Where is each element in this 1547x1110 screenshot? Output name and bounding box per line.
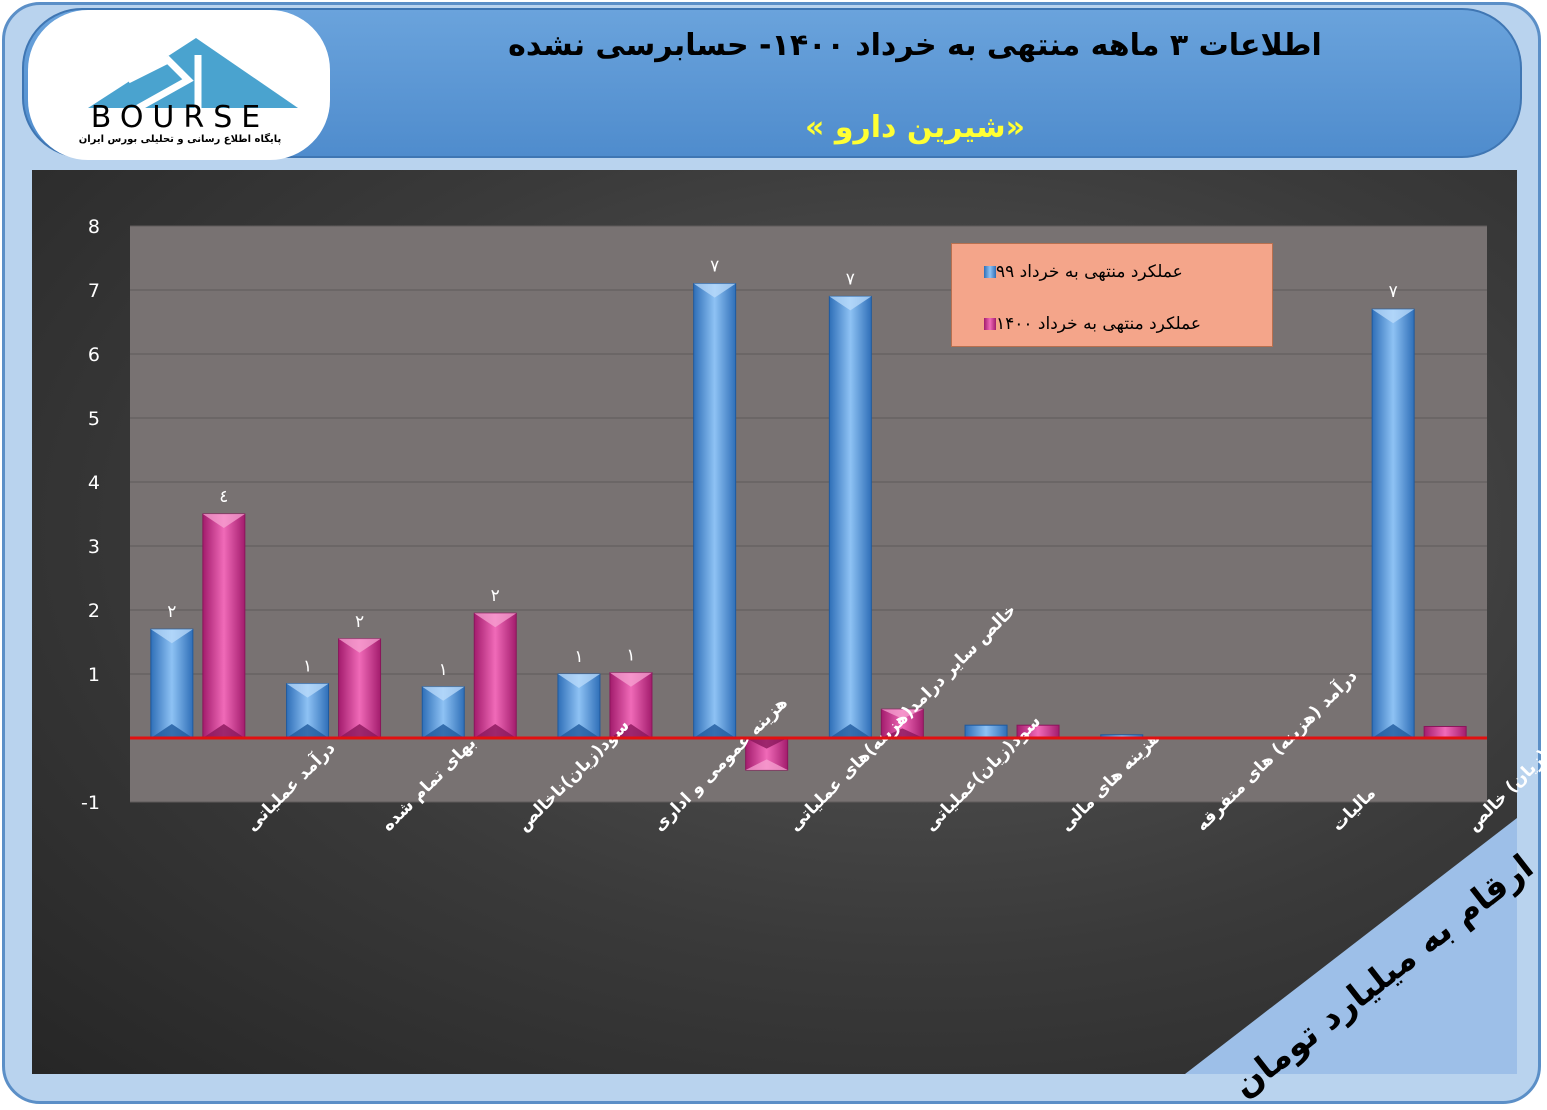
y-tick-label: 1 xyxy=(88,664,100,686)
bar-bottom-bevel xyxy=(474,724,517,738)
bar-top-bevel xyxy=(1372,309,1415,324)
bar-99 xyxy=(557,673,601,739)
bar-99 xyxy=(828,295,872,739)
bar-top-bevel xyxy=(422,686,465,701)
bar-data-label: ٧ xyxy=(1389,282,1398,302)
bar-body xyxy=(964,724,1008,739)
corner-banner xyxy=(1185,818,1517,1074)
bar-body xyxy=(473,612,517,739)
bar-top-bevel xyxy=(829,296,872,311)
bar-data-label: ١ xyxy=(574,647,583,667)
bar-1400 xyxy=(202,513,246,739)
bar-top-bevel xyxy=(202,514,245,528)
bar-bottom-bevel xyxy=(881,728,924,738)
bar-top-bevel xyxy=(609,672,652,687)
bar-1400 xyxy=(880,708,924,739)
bar-body xyxy=(828,295,872,739)
bar-99 xyxy=(1371,308,1415,739)
bar-data-label: ٤ xyxy=(219,487,228,507)
bar-top-bevel xyxy=(286,683,329,698)
bar-data-label: ٧ xyxy=(846,269,855,289)
bar-99 xyxy=(421,686,465,739)
bar-data-label: ١ xyxy=(626,646,635,666)
legend-swatch-pink-icon xyxy=(984,318,996,330)
bar-1400 xyxy=(1423,725,1467,739)
bar-bottom-bevel xyxy=(338,724,381,738)
legend-item-99: عملکرد منتهی به خرداد ۹۹ xyxy=(972,262,1183,282)
bar-data-label: ٢ xyxy=(355,612,364,632)
bar-1400 xyxy=(338,638,382,739)
bar-data-label: ١ xyxy=(303,657,312,677)
bar-bottom-bevel xyxy=(286,724,329,738)
bar-body xyxy=(1371,308,1415,739)
bar-data-label: ٢ xyxy=(167,602,176,622)
legend-label-99: عملکرد منتهی به خرداد ۹۹ xyxy=(996,262,1183,282)
bar-data-label: ٧ xyxy=(710,257,719,277)
chart-legend: عملکرد منتهی به خرداد ۹۹ عملکرد منتهی به… xyxy=(951,243,1273,347)
bar-bottom-bevel xyxy=(609,724,652,738)
bar-top-bevel xyxy=(693,283,736,298)
bar-bottom-bevel xyxy=(1372,724,1415,738)
y-tick-label: 5 xyxy=(88,408,100,430)
bar-bottom-bevel xyxy=(745,759,788,770)
bar-99 xyxy=(964,724,1008,739)
company-name: «شیرین دارو » xyxy=(805,110,1025,145)
legend-label-1400: عملکرد منتهی به خرداد ۱۴۰۰ xyxy=(996,314,1202,334)
bar-99 xyxy=(150,628,194,739)
plot-area xyxy=(130,226,1487,802)
y-tick-label: 4 xyxy=(88,472,100,494)
bar-body xyxy=(202,513,246,739)
bar-top-bevel xyxy=(150,629,193,644)
bar-data-label: ٢ xyxy=(491,586,500,606)
logo xyxy=(28,10,330,160)
logo-tagline: پایگاه اطلاع رسانی و تحلیلی بورس ایران xyxy=(78,134,282,145)
bar-top-bevel xyxy=(745,738,788,749)
logo-mountain-icon xyxy=(88,38,298,112)
y-tick-label: 2 xyxy=(88,600,100,622)
legend-item-1400: عملکرد منتهی به خرداد ۱۴۰۰ xyxy=(972,314,1201,334)
y-tick-label: -1 xyxy=(81,792,100,814)
y-tick-label: 7 xyxy=(88,280,100,302)
y-tick-label: 6 xyxy=(88,344,100,366)
legend-swatch-blue-icon xyxy=(984,266,996,278)
bar-body xyxy=(150,628,194,739)
bar-1400 xyxy=(745,737,789,771)
y-tick-label: 3 xyxy=(88,536,100,558)
bar-body xyxy=(693,283,737,739)
bar-top-bevel xyxy=(338,638,381,653)
bar-1400 xyxy=(473,612,517,739)
bar-bottom-bevel xyxy=(557,724,600,738)
logo-brand-text: BOURSE xyxy=(90,100,270,135)
bar-1400 xyxy=(609,672,653,739)
bar-99 xyxy=(286,683,330,739)
page-title: اطلاعات ۳ ماهه منتهی به خرداد ۱۴۰۰- حساب… xyxy=(508,28,1322,63)
bar-top-bevel xyxy=(881,709,924,719)
bar-99 xyxy=(693,283,737,739)
y-tick-label: 8 xyxy=(88,216,100,238)
bar-body xyxy=(1423,725,1467,739)
bar-data-label: ١ xyxy=(439,660,448,680)
bar-bottom-bevel xyxy=(202,724,245,738)
bar-bottom-bevel xyxy=(150,724,193,738)
bar-bottom-bevel xyxy=(693,724,736,738)
bar-top-bevel xyxy=(557,674,600,688)
bar-top-bevel xyxy=(474,613,517,628)
bar-bottom-bevel xyxy=(829,724,872,738)
bar-body xyxy=(338,638,382,739)
bar-bottom-bevel xyxy=(422,724,465,738)
